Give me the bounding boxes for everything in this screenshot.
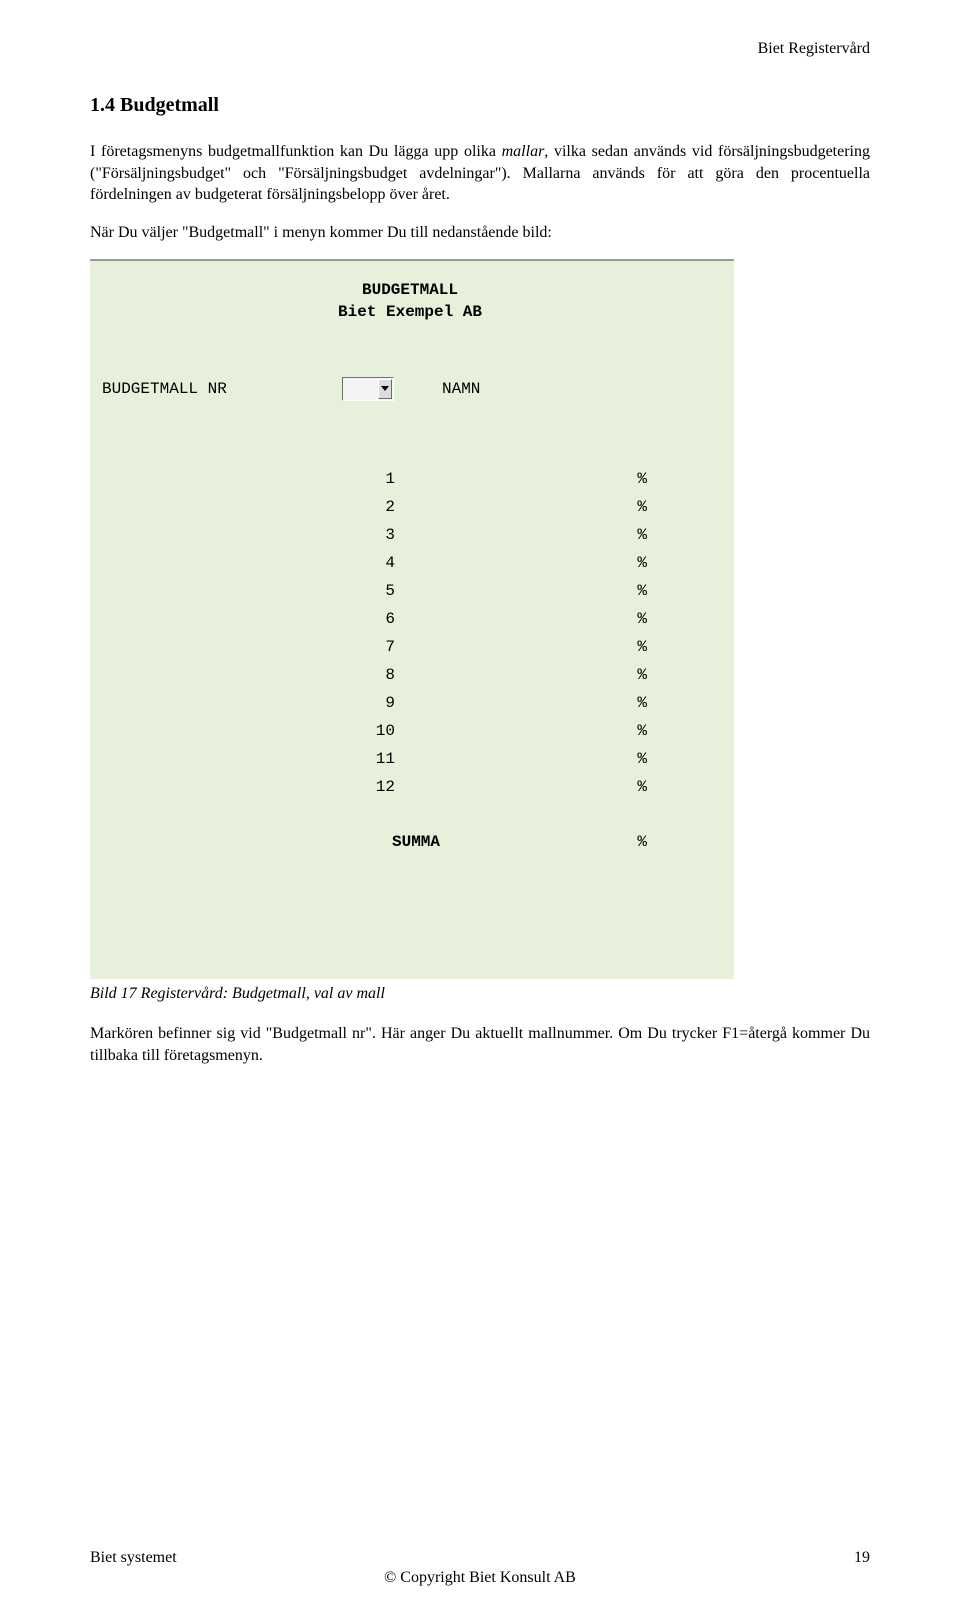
paragraph-2: När Du väljer "Budgetmall" i menyn komme…: [90, 222, 870, 244]
row-percent: %: [407, 638, 647, 656]
list-item: 10 %: [102, 717, 734, 745]
list-item: 2 %: [102, 493, 734, 521]
row-percent: %: [407, 582, 647, 600]
summa-row: SUMMA %: [90, 833, 734, 851]
row-number: 12: [102, 778, 407, 796]
footer-left: Biet systemet: [90, 1549, 177, 1567]
screenshot-title: BUDGETMALL: [90, 281, 730, 299]
para1-italic: mallar: [502, 143, 545, 160]
row-percent: %: [407, 694, 647, 712]
footer-page-number: 19: [854, 1549, 870, 1567]
row-percent: %: [407, 610, 647, 628]
row-number: 6: [102, 610, 407, 628]
list-item: 3 %: [102, 521, 734, 549]
field-row: BUDGETMALL NR NAMN: [90, 377, 734, 401]
row-number: 1: [102, 470, 407, 488]
para1-pre: I företagsmenyns budgetmallfunktion kan …: [90, 143, 502, 160]
list-item: 1 %: [102, 465, 734, 493]
label-budgetmall-nr: BUDGETMALL NR: [102, 380, 342, 398]
list-item: 6 %: [102, 605, 734, 633]
budgetmall-nr-input[interactable]: [342, 377, 394, 401]
row-percent: %: [407, 722, 647, 740]
row-percent: %: [407, 554, 647, 572]
row-number: 8: [102, 666, 407, 684]
row-number: 9: [102, 694, 407, 712]
list-item: 7 %: [102, 633, 734, 661]
row-percent: %: [407, 750, 647, 768]
page-header-right: Biet Registervård: [90, 40, 870, 58]
list-item: 9 %: [102, 689, 734, 717]
footer-copyright: © Copyright Biet Konsult AB: [90, 1569, 870, 1587]
list-item: 5 %: [102, 577, 734, 605]
row-number: 10: [102, 722, 407, 740]
page-footer: Biet systemet 19 © Copyright Biet Konsul…: [90, 1549, 870, 1587]
row-number: 7: [102, 638, 407, 656]
dropdown-button[interactable]: [378, 379, 392, 399]
summa-label: SUMMA: [102, 833, 452, 851]
list-item: 11 %: [102, 745, 734, 773]
figure-caption: Bild 17 Registervård: Budgetmall, val av…: [90, 985, 870, 1003]
row-number: 4: [102, 554, 407, 572]
row-percent: %: [407, 666, 647, 684]
row-percent: %: [407, 498, 647, 516]
row-number: 2: [102, 498, 407, 516]
row-number: 5: [102, 582, 407, 600]
row-number: 3: [102, 526, 407, 544]
chevron-down-icon: [381, 386, 389, 392]
label-namn: NAMN: [442, 380, 480, 398]
summa-percent: %: [452, 833, 647, 851]
screenshot-subtitle: Biet Exempel AB: [90, 303, 730, 321]
paragraph-1: I företagsmenyns budgetmallfunktion kan …: [90, 141, 870, 206]
row-percent: %: [407, 526, 647, 544]
list-item: 8 %: [102, 661, 734, 689]
section-heading: 1.4 Budgetmall: [90, 94, 870, 117]
row-percent: %: [407, 470, 647, 488]
list-item: 4 %: [102, 549, 734, 577]
row-percent: %: [407, 778, 647, 796]
list-item: 12 %: [102, 773, 734, 801]
budgetmall-screenshot: BUDGETMALL Biet Exempel AB BUDGETMALL NR…: [90, 259, 734, 979]
percent-list: 1 % 2 % 3 % 4 % 5 % 6 % 7 % 8 %: [90, 465, 734, 801]
paragraph-3: Markören befinner sig vid "Budgetmall nr…: [90, 1023, 870, 1066]
row-number: 11: [102, 750, 407, 768]
